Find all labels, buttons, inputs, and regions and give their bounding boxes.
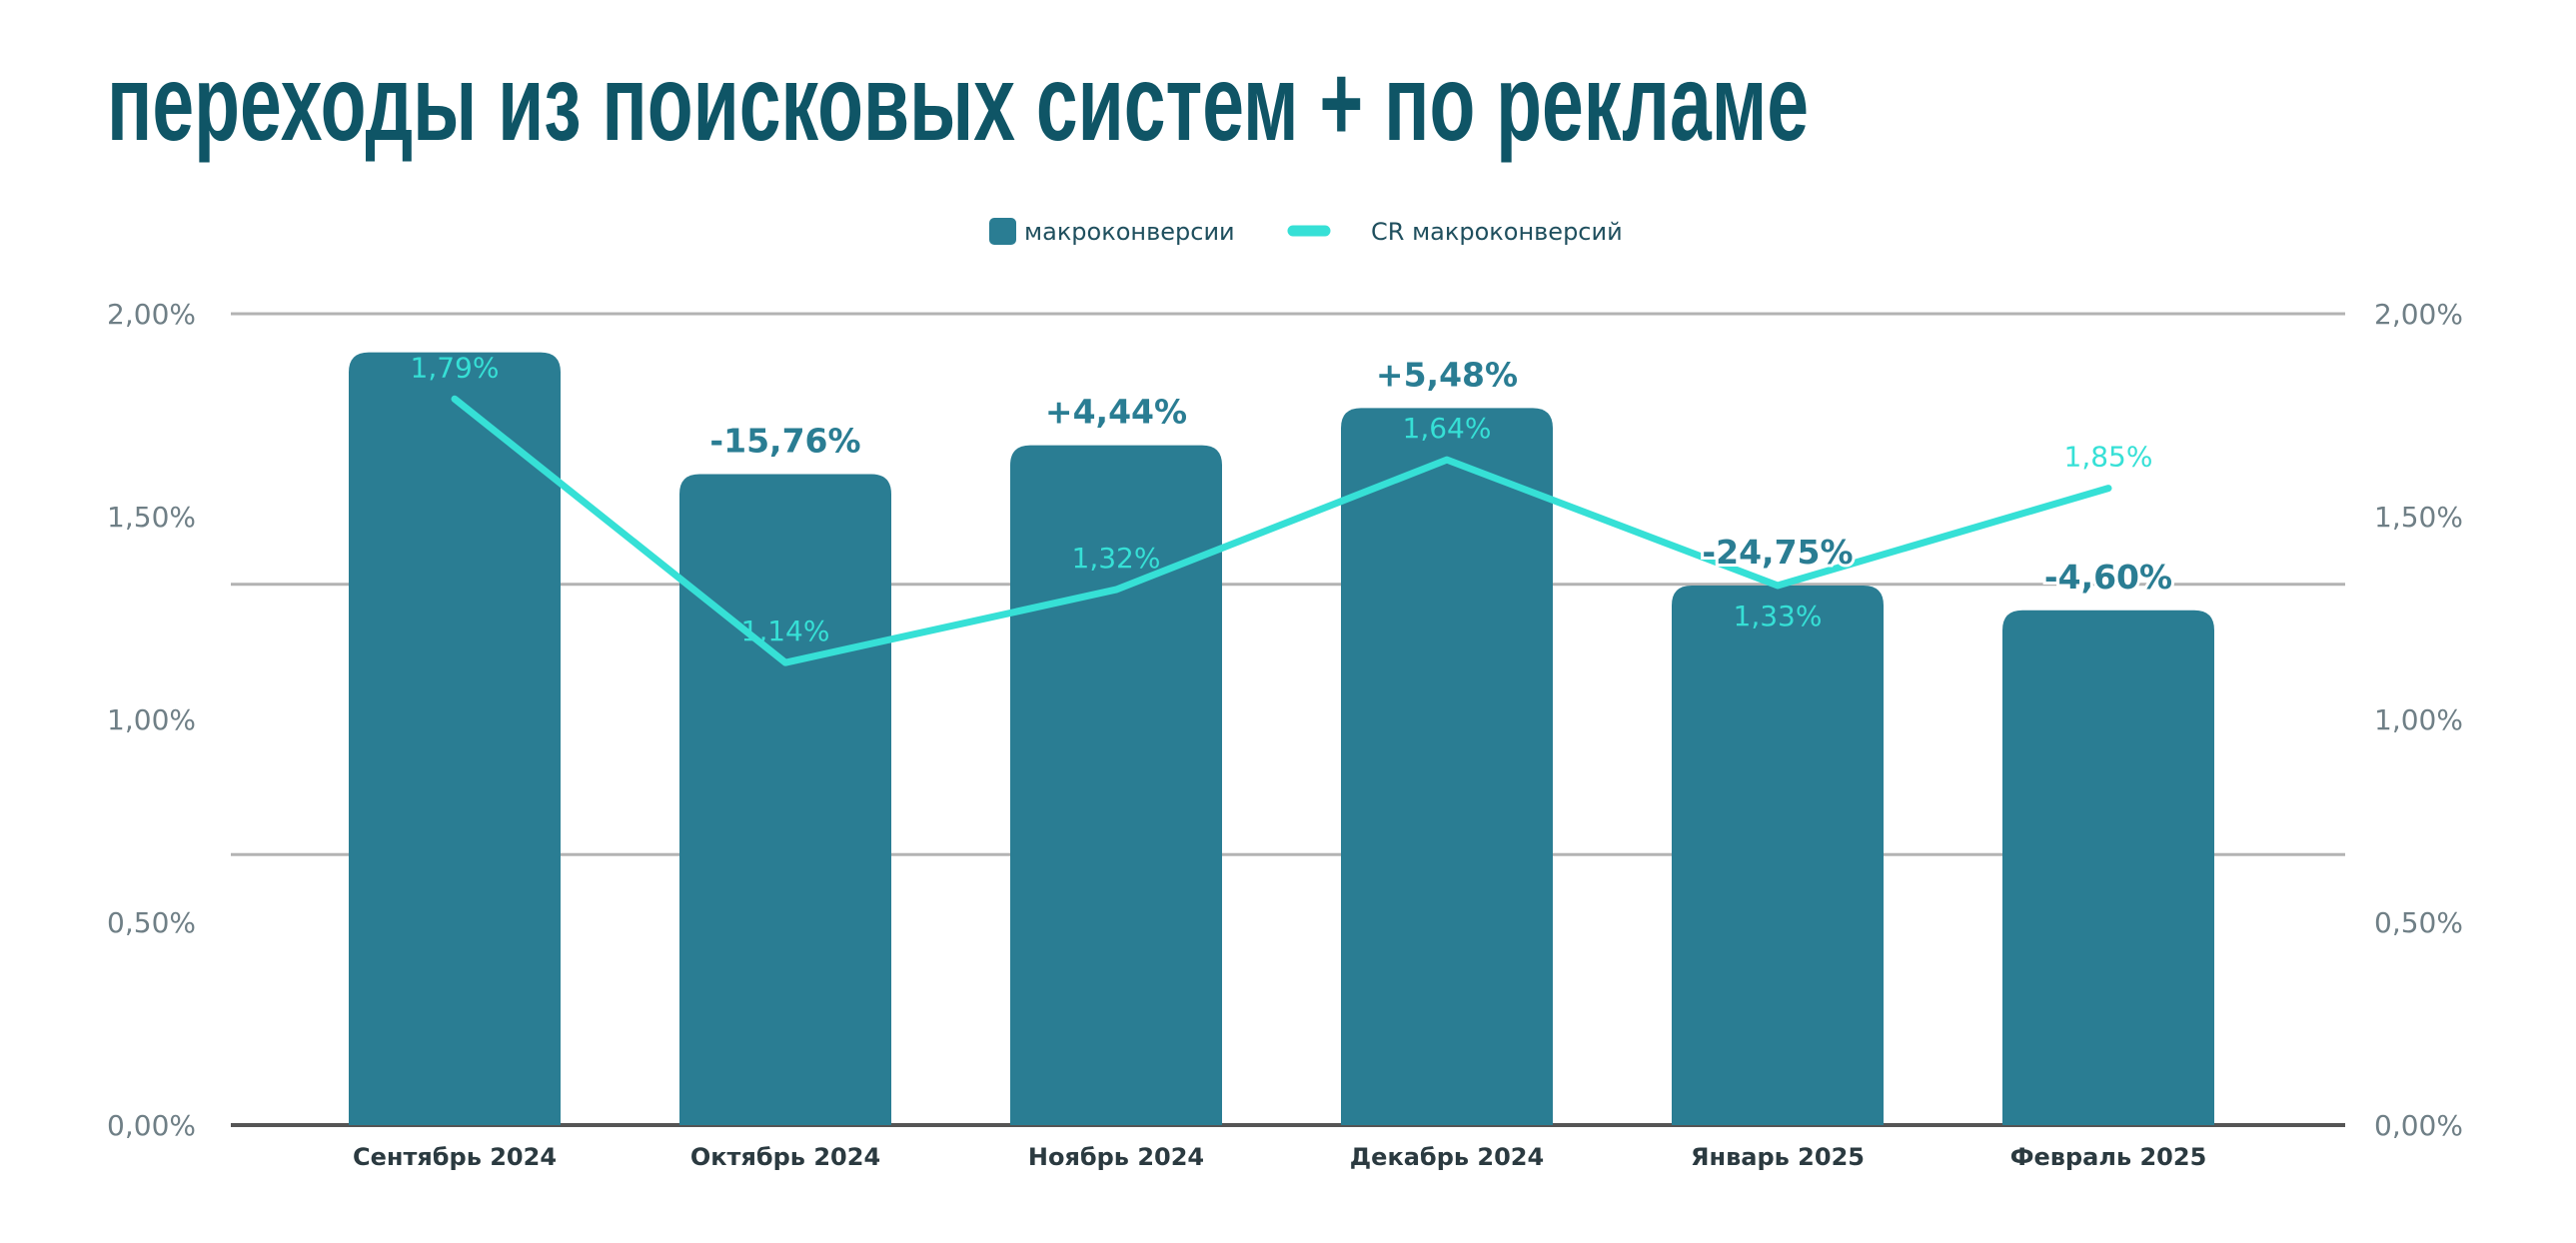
cr-point [1775,583,1781,590]
right-axis-tick: 0,00% [2374,1109,2463,1142]
legend-bar-swatch [989,218,1016,245]
cr-point [1113,587,1119,594]
left-axis-tick: 0,00% [107,1109,196,1142]
right-axis-tick: 2,00% [2374,298,2463,331]
x-axis-category-label: Октябрь 2024 [690,1143,880,1171]
right-axis-tick: 0,50% [2374,906,2463,939]
bar-change-label: -24,75% [1702,533,1853,572]
cr-point [1444,457,1450,464]
bar [1672,585,1884,1125]
x-axis-category-label: Декабрь 2024 [1350,1143,1544,1171]
bar [349,352,561,1126]
cr-value-label: 1,79% [411,351,500,384]
cr-value-label: 1,33% [1734,600,1823,632]
bar [679,474,891,1125]
bar-change-label: -15,76% [709,422,860,461]
bar-change-label: +4,44% [1045,393,1187,432]
x-axis-category-label: Январь 2025 [1691,1143,1865,1171]
x-axis-category-label: Февраль 2025 [2010,1143,2207,1171]
cr-point [452,396,458,403]
x-axis-category-label: Сентябрь 2024 [353,1143,557,1171]
left-axis-tick: 1,00% [107,703,196,736]
bar [2002,610,2214,1125]
left-axis-tick: 2,00% [107,298,196,331]
cr-value-label: 1,64% [1403,412,1492,445]
legend-label-bars: макроконверсии [1024,218,1235,246]
right-axis-tick: 1,50% [2374,501,2463,534]
left-axis-tick: 1,50% [107,501,196,534]
bar [1341,408,1553,1125]
cr-point [782,659,788,666]
bar-change-label: -4,60% [2044,558,2172,597]
bar-change-label: +5,48% [1376,355,1518,394]
cr-value-label: 1,85% [2064,441,2153,474]
x-axis-category-label: Ноябрь 2024 [1028,1143,1204,1171]
cr-value-label: 1,32% [1072,542,1161,575]
cr-line [451,395,2112,666]
right-axis-tick: 1,00% [2374,703,2463,736]
legend-label-line: CR макроконверсий [1371,218,1623,246]
cr-point [2105,485,2111,492]
bar [1010,445,1222,1125]
legend: макроконверсии CR макроконверсий [989,218,1623,246]
cr-value-label: 1,14% [741,615,830,647]
left-axis-tick: 0,50% [107,906,196,939]
chart-title: переходы из поисковых систем + по реклам… [107,42,1809,163]
